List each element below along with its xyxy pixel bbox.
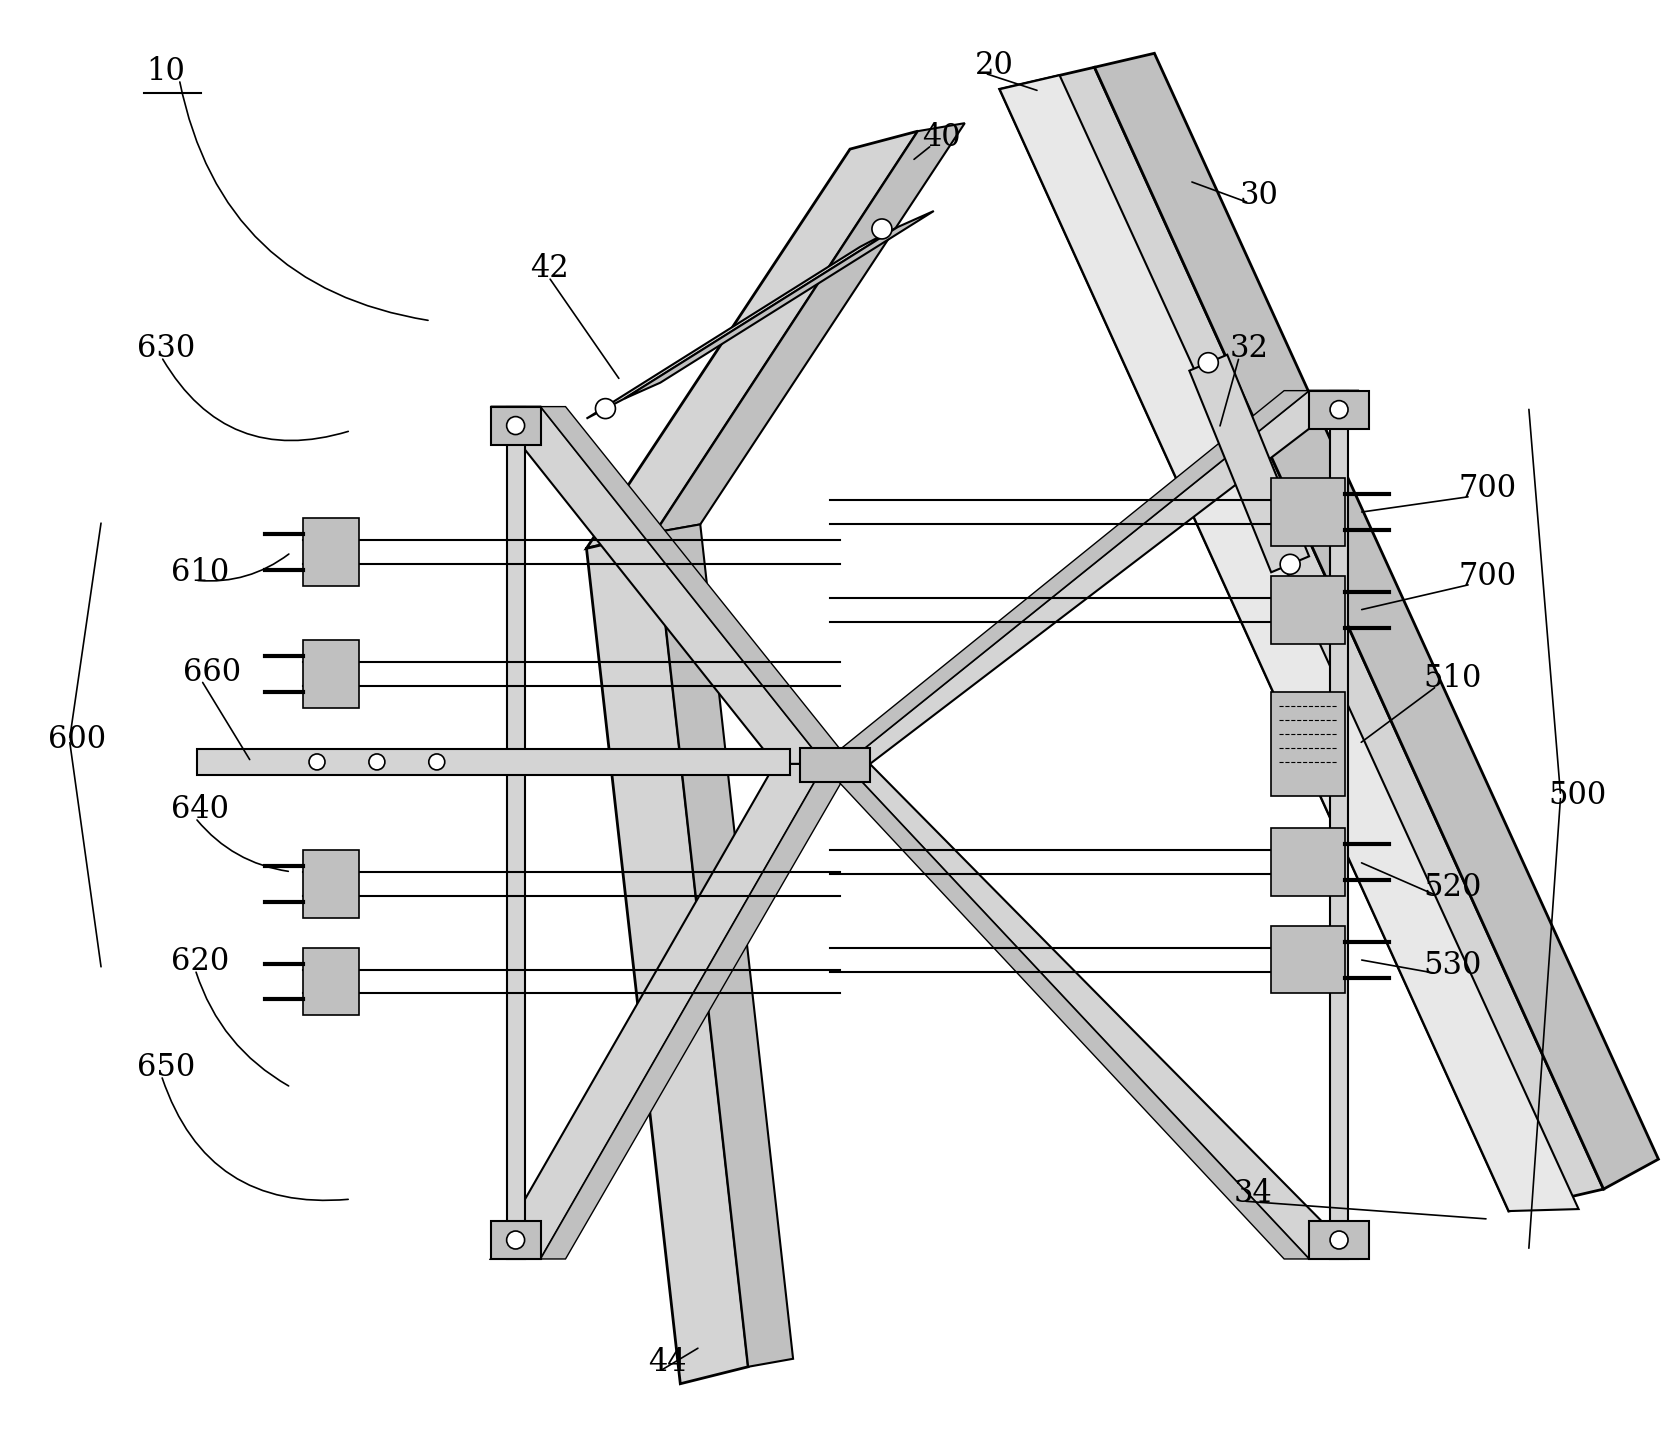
Text: 40: 40 [922,122,960,152]
Polygon shape [845,764,1358,1259]
Circle shape [1330,1231,1348,1249]
Polygon shape [302,640,359,709]
Text: 34: 34 [1234,1178,1273,1208]
Text: 44: 44 [648,1347,687,1378]
Polygon shape [541,407,851,764]
Circle shape [369,754,384,770]
Text: 700: 700 [1459,473,1516,504]
Polygon shape [1095,54,1659,1189]
Text: 42: 42 [531,254,569,285]
Text: 660: 660 [183,656,242,688]
Text: 650: 650 [138,1051,195,1083]
Circle shape [596,399,616,418]
Polygon shape [1330,391,1348,1259]
Text: 32: 32 [1229,333,1268,364]
Polygon shape [1271,576,1345,645]
Text: 500: 500 [1548,780,1607,812]
Text: 600: 600 [47,725,106,755]
Polygon shape [586,227,898,418]
Polygon shape [801,748,870,781]
Polygon shape [302,518,359,587]
Polygon shape [1189,354,1310,572]
Polygon shape [586,131,918,549]
Polygon shape [490,764,824,1259]
Text: 20: 20 [975,49,1014,81]
Circle shape [1199,353,1219,373]
Circle shape [1279,555,1300,575]
Text: 630: 630 [138,333,195,364]
Polygon shape [1271,693,1345,796]
Polygon shape [845,391,1358,764]
Polygon shape [999,76,1578,1211]
Polygon shape [655,524,792,1366]
Polygon shape [655,123,965,533]
Polygon shape [625,211,934,399]
Circle shape [428,754,445,770]
Text: 30: 30 [1239,180,1278,211]
Polygon shape [302,849,359,918]
Text: 610: 610 [171,556,230,588]
Circle shape [507,1231,524,1249]
Text: 640: 640 [171,794,230,825]
Polygon shape [1271,925,1345,993]
Circle shape [309,754,326,770]
Polygon shape [302,948,359,1015]
Polygon shape [1271,828,1345,896]
Polygon shape [823,391,1310,764]
Polygon shape [196,749,791,775]
Circle shape [1330,401,1348,418]
Polygon shape [1271,479,1345,546]
Polygon shape [823,764,1310,1259]
Text: 530: 530 [1422,950,1481,982]
Text: 520: 520 [1422,873,1481,903]
Text: 510: 510 [1422,662,1481,694]
Polygon shape [1310,391,1368,428]
Polygon shape [490,407,824,764]
Text: 10: 10 [146,55,185,87]
Polygon shape [507,407,524,1259]
Text: 620: 620 [171,947,230,977]
Polygon shape [490,1221,541,1259]
Circle shape [507,417,524,434]
Polygon shape [1310,1221,1368,1259]
Polygon shape [490,407,541,444]
Polygon shape [999,67,1603,1211]
Polygon shape [541,764,851,1259]
Circle shape [871,219,892,240]
Polygon shape [586,533,749,1384]
Text: 700: 700 [1459,560,1516,592]
